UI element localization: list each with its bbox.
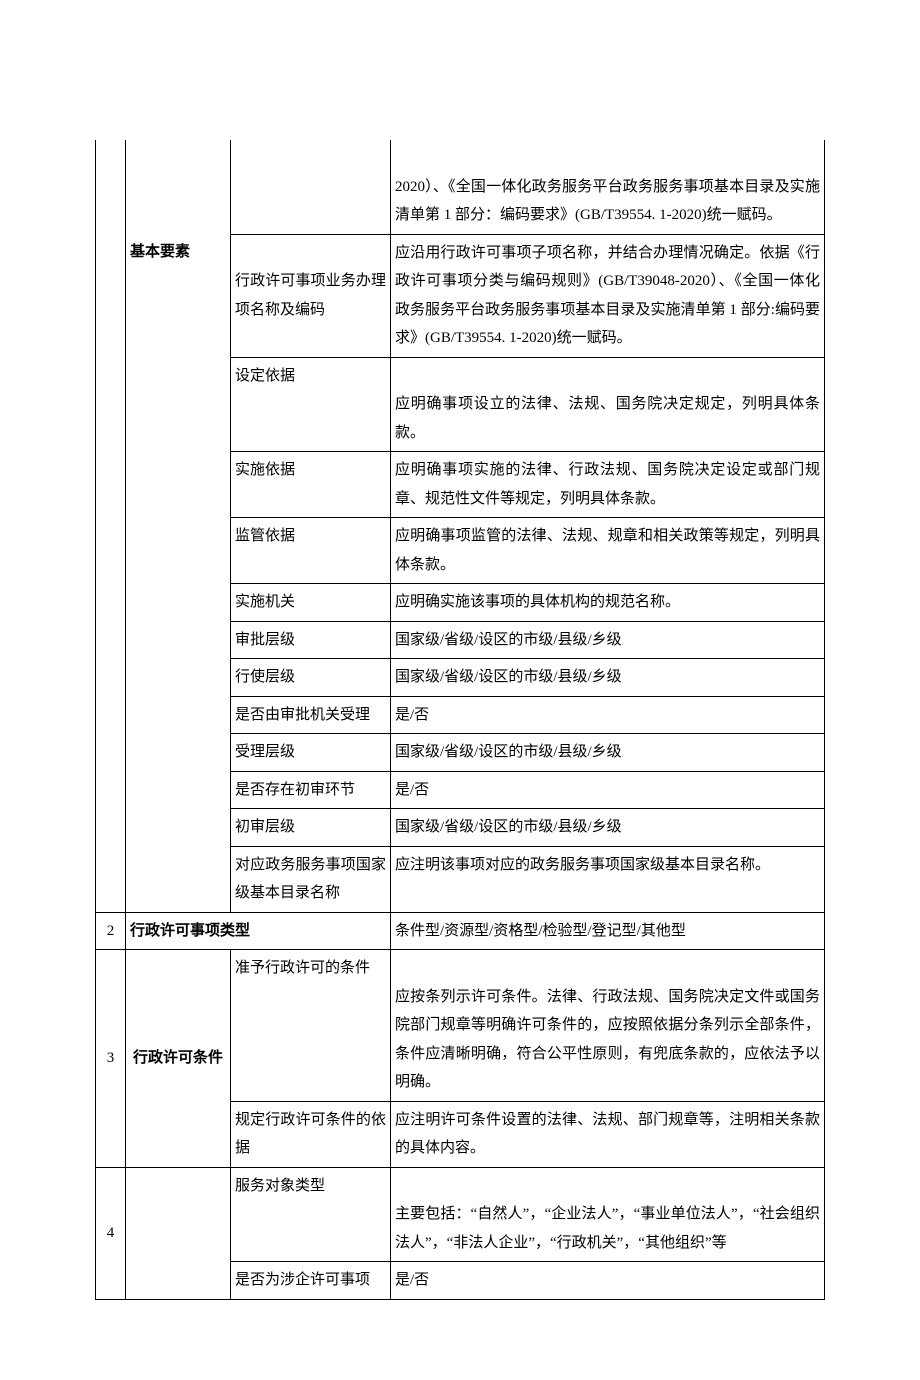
col-num xyxy=(96,234,126,912)
elem-desc: 国家级/省级/设区的市级/县级/乡级 xyxy=(391,659,825,697)
elem-desc: 主要包括：“自然人”，“企业法人”，“事业单位法人”，“社会组织法人”，“非法人… xyxy=(391,1167,825,1262)
spec-table: 2020）、《全国一体化政务服务平台政务服务事项基本目录及实施清单第 1 部分：… xyxy=(95,140,825,1300)
desc-text: 应按条列示许可条件。法律、行政法规、国务院决定文件或国务院部门规章等明确许可条件… xyxy=(395,989,820,1091)
desc-text: 2020）、《全国一体化政务服务平台政务服务事项基本目录及实施清单第 1 部分：… xyxy=(395,179,820,224)
elem-name: 审批层级 xyxy=(231,621,391,659)
category-blank xyxy=(126,1167,231,1299)
elem-name: 设定依据 xyxy=(231,357,391,452)
elem-name: 实施依据 xyxy=(231,452,391,518)
elem-desc: 应明确实施该事项的具体机构的规范名称。 xyxy=(391,584,825,622)
row-number: 2 xyxy=(96,912,126,950)
elem-name: 实施机关 xyxy=(231,584,391,622)
elem-desc: 国家级/省级/设区的市级/县级/乡级 xyxy=(391,734,825,772)
cat-text: 基本要素 xyxy=(130,244,190,260)
table-row: 2020）、《全国一体化政务服务平台政务服务事项基本目录及实施清单第 1 部分：… xyxy=(96,140,825,234)
col-elem-cont xyxy=(231,140,391,234)
elem-desc: 是/否 xyxy=(391,696,825,734)
elem-desc: 应明确事项设立的法律、法规、国务院决定规定，列明具体条款。 xyxy=(391,357,825,452)
elem-desc: 应明确事项监管的法律、法规、规章和相关政策等规定，列明具体条款。 xyxy=(391,518,825,584)
elem-name: 规定行政许可条件的依据 xyxy=(231,1101,391,1167)
elem-name: 初审层级 xyxy=(231,809,391,847)
col-num-cont xyxy=(96,140,126,234)
elem-name: 是否存在初审环节 xyxy=(231,771,391,809)
desc-text: 主要包括：“自然人”，“企业法人”，“事业单位法人”，“社会组织法人”，“非法人… xyxy=(395,1206,820,1251)
elem-desc: 国家级/省级/设区的市级/县级/乡级 xyxy=(391,621,825,659)
table-row: 3 行政许可条件 准予行政许可的条件 应按条列示许可条件。法律、行政法规、国务院… xyxy=(96,950,825,1102)
elem-desc: 应注明许可条件设置的法律、法规、部门规章等，注明相关条款的具体内容。 xyxy=(391,1101,825,1167)
elem-desc: 应注明该事项对应的政务服务事项国家级基本目录名称。 xyxy=(391,846,825,912)
col-cat-cont xyxy=(126,140,231,234)
category-basic: 基本要素 xyxy=(126,234,231,912)
elem-name: 是否为涉企许可事项 xyxy=(231,1262,391,1300)
elem-desc: 条件型/资源型/资格型/检验型/登记型/其他型 xyxy=(391,912,825,950)
elem-desc: 是/否 xyxy=(391,771,825,809)
elem-name: 准予行政许可的条件 xyxy=(231,950,391,1102)
table-row: 基本要素 行政许可事项业务办理项名称及编码 应沿用行政许可事项子项名称，并结合办… xyxy=(96,234,825,357)
elem-desc: 应沿用行政许可事项子项名称，并结合办理情况确定。依据《行政许可事项分类与编码规则… xyxy=(391,234,825,357)
elem-name: 服务对象类型 xyxy=(231,1167,391,1262)
elem-desc: 应按条列示许可条件。法律、行政法规、国务院决定文件或国务院部门规章等明确许可条件… xyxy=(391,950,825,1102)
elem-name: 监管依据 xyxy=(231,518,391,584)
elem-desc: 国家级/省级/设区的市级/县级/乡级 xyxy=(391,809,825,847)
document-page: 2020）、《全国一体化政务服务平台政务服务事项基本目录及实施清单第 1 部分：… xyxy=(0,0,920,1380)
col-desc-cont: 2020）、《全国一体化政务服务平台政务服务事项基本目录及实施清单第 1 部分：… xyxy=(391,140,825,234)
row-number: 3 xyxy=(96,950,126,1168)
desc-text: 应明确事项设立的法律、法规、国务院决定规定，列明具体条款。 xyxy=(395,396,820,441)
table-row: 4 服务对象类型 主要包括：“自然人”，“企业法人”，“事业单位法人”，“社会组… xyxy=(96,1167,825,1262)
elem-desc: 应明确事项实施的法律、行政法规、国务院决定设定或部门规章、规范性文件等规定，列明… xyxy=(391,452,825,518)
elem-name: 对应政务服务事项国家级基本目录名称 xyxy=(231,846,391,912)
category-type: 行政许可事项类型 xyxy=(126,912,391,950)
elem-name: 行政许可事项业务办理项名称及编码 xyxy=(231,234,391,357)
row-number: 4 xyxy=(96,1167,126,1299)
elem-name: 受理层级 xyxy=(231,734,391,772)
elem-name: 是否由审批机关受理 xyxy=(231,696,391,734)
category-condition: 行政许可条件 xyxy=(126,950,231,1168)
elem-desc: 是/否 xyxy=(391,1262,825,1300)
table-row: 2 行政许可事项类型 条件型/资源型/资格型/检验型/登记型/其他型 xyxy=(96,912,825,950)
elem-name: 行使层级 xyxy=(231,659,391,697)
